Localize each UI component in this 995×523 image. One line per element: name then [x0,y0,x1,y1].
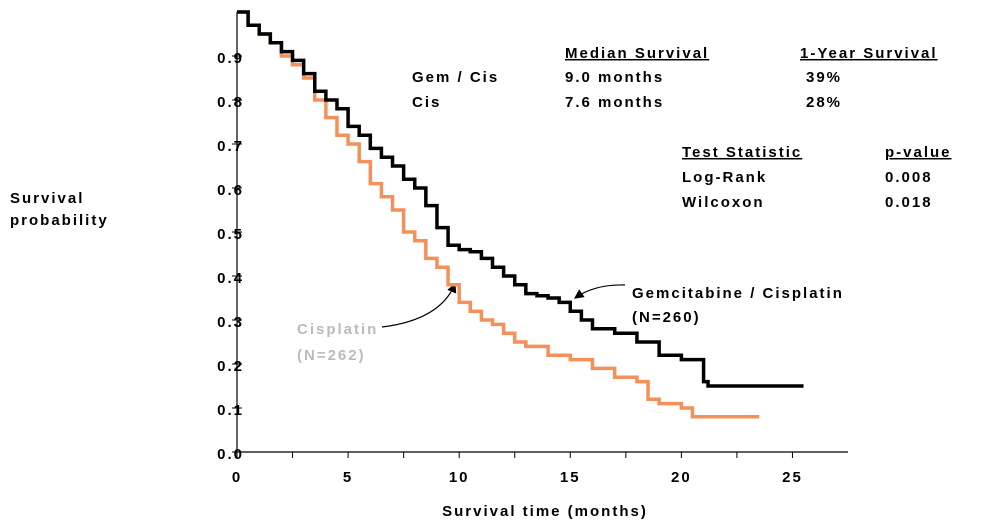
table-cell: 7.6 months [565,94,664,111]
series-label: (N=262) [297,347,366,364]
survival-curve [237,10,804,388]
arrow [381,282,457,328]
y-tick-label: 0.0 [217,446,244,463]
table-cell: Cis [412,94,441,111]
series-label: Cisplatin [297,321,378,338]
y-tick-label: 0.1 [217,402,244,419]
table-header: Test Statistic [682,144,802,161]
x-axis-label: Survival time (months) [442,503,648,520]
series-label: Gemcitabine / Cisplatin [632,285,844,302]
y-tick-label: 0.8 [217,94,244,111]
survival-curve [237,10,760,419]
x-tick-label: 25 [782,469,803,486]
x-tick-label: 20 [671,469,692,486]
table-header: 1-Year Survival [800,45,938,62]
x-tick-label: 15 [560,469,581,486]
table-cell: Gem / Cis [412,69,499,86]
x-tick-label: 0 [232,469,242,486]
table-header: p-value [885,144,952,161]
table-header: Median Survival [565,45,709,62]
table-cell: 0.018 [885,194,933,211]
series-label: (N=260) [632,309,701,326]
table-cell: 0.008 [885,169,933,186]
table-cell: 28% [806,94,842,111]
table-cell: Wilcoxon [682,194,765,211]
y-tick-label: 0.5 [217,226,244,243]
y-tick-label: 0.7 [217,138,244,155]
x-tick-label: 5 [343,469,353,486]
y-axis-label: Survival [10,190,84,207]
y-axis-label: probability [10,212,109,229]
y-tick-label: 0.2 [217,358,244,375]
y-tick-label: 0.6 [217,182,244,199]
table-cell: 9.0 months [565,69,664,86]
table-cell: Log-Rank [682,169,767,186]
y-tick-label: 0.3 [217,314,244,331]
arrow [574,284,626,299]
y-tick-label: 0.9 [217,50,244,67]
y-tick-label: 0.4 [217,270,244,287]
table-cell: 39% [806,69,842,86]
x-tick-label: 10 [449,469,470,486]
